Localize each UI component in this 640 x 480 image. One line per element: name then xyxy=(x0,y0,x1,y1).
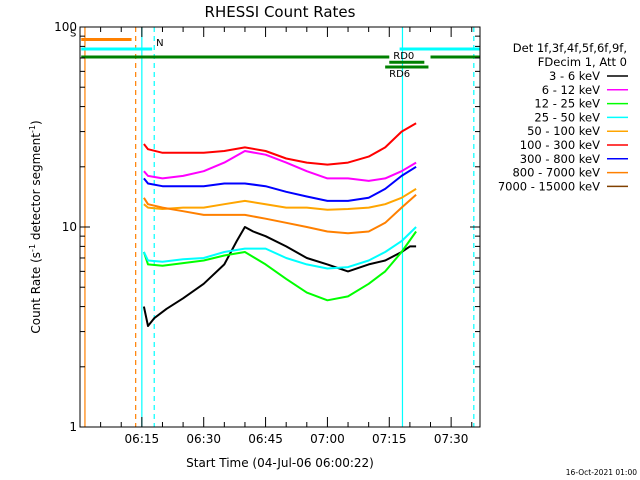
y-tick-label: 1 xyxy=(69,420,77,434)
legend-entry-label: 6 - 12 keV xyxy=(542,83,600,97)
x-axis-ticks: 06:15 06:30 06:45 07:00 07:15 07:30 xyxy=(79,27,473,446)
state-label: S xyxy=(70,28,76,39)
chart-title: RHESSI Count Rates xyxy=(205,3,356,21)
legend-entry-label: 3 - 6 keV xyxy=(549,69,600,83)
x-tick-label: 07:30 xyxy=(434,432,469,446)
x-tick-label: 06:45 xyxy=(248,432,283,446)
x-tick-label: 07:00 xyxy=(310,432,345,446)
y-axis-label-part: Count Rate (s xyxy=(29,252,43,334)
y-axis-ticks: 1 10 100 xyxy=(54,20,480,434)
series-line-0 xyxy=(142,226,417,327)
series-line-1 xyxy=(143,150,417,182)
y-axis-label-part: ) xyxy=(29,120,43,125)
legend-header: FDecim 1, Att 0 xyxy=(538,55,627,69)
y-axis-label-superscript: -1 xyxy=(28,244,37,252)
x-tick-label: 07:15 xyxy=(372,432,407,446)
plot-area: S N RD0 RD6 1 10 100 06:15 06:30 06:45 07:00 07:1… xyxy=(54,20,481,446)
legend-entry-label: 7000 - 15000 keV xyxy=(498,179,600,193)
x-axis-label: Start Time (04-Jul-06 06:00:22) xyxy=(186,456,374,470)
y-tick-label: 100 xyxy=(54,20,77,34)
series-line-4 xyxy=(143,188,417,211)
legend: Det 1f,3f,4f,5f,6f,9f,FDecim 1, Att 03 -… xyxy=(498,41,628,193)
series-line-3 xyxy=(142,226,417,270)
x-tick-label: 06:30 xyxy=(186,432,221,446)
legend-entry-label: 50 - 100 keV xyxy=(527,124,600,138)
series-line-7 xyxy=(143,193,417,235)
x-tick-label: 06:15 xyxy=(125,432,160,446)
series-line-6 xyxy=(143,165,417,202)
legend-entry-label: 25 - 50 keV xyxy=(534,110,600,124)
state-label: N xyxy=(156,38,163,49)
series-line-5 xyxy=(143,122,417,166)
state-label: RD0 xyxy=(393,51,414,62)
legend-header: Det 1f,3f,4f,5f,6f,9f, xyxy=(513,41,627,55)
y-axis-label-part: detector segment xyxy=(29,133,43,244)
y-axis-label-superscript: -1 xyxy=(28,125,37,133)
y-axis-label: Count Rate (s-1 detector segment-1) xyxy=(28,120,43,333)
series-line-2 xyxy=(142,230,417,302)
legend-entry-label: 12 - 25 keV xyxy=(534,97,600,111)
y-tick-label: 10 xyxy=(62,220,77,234)
plot-frame xyxy=(79,26,481,428)
footer-timestamp: 16-Oct-2021 01:00 xyxy=(566,468,637,477)
legend-entry-label: 100 - 300 keV xyxy=(520,138,600,152)
state-bars: S N RD0 RD6 xyxy=(70,28,480,80)
legend-entry-label: 300 - 800 keV xyxy=(520,152,600,166)
series-lines xyxy=(142,122,417,327)
legend-entry-label: 800 - 7000 keV xyxy=(512,166,600,180)
state-label: RD6 xyxy=(389,69,410,80)
